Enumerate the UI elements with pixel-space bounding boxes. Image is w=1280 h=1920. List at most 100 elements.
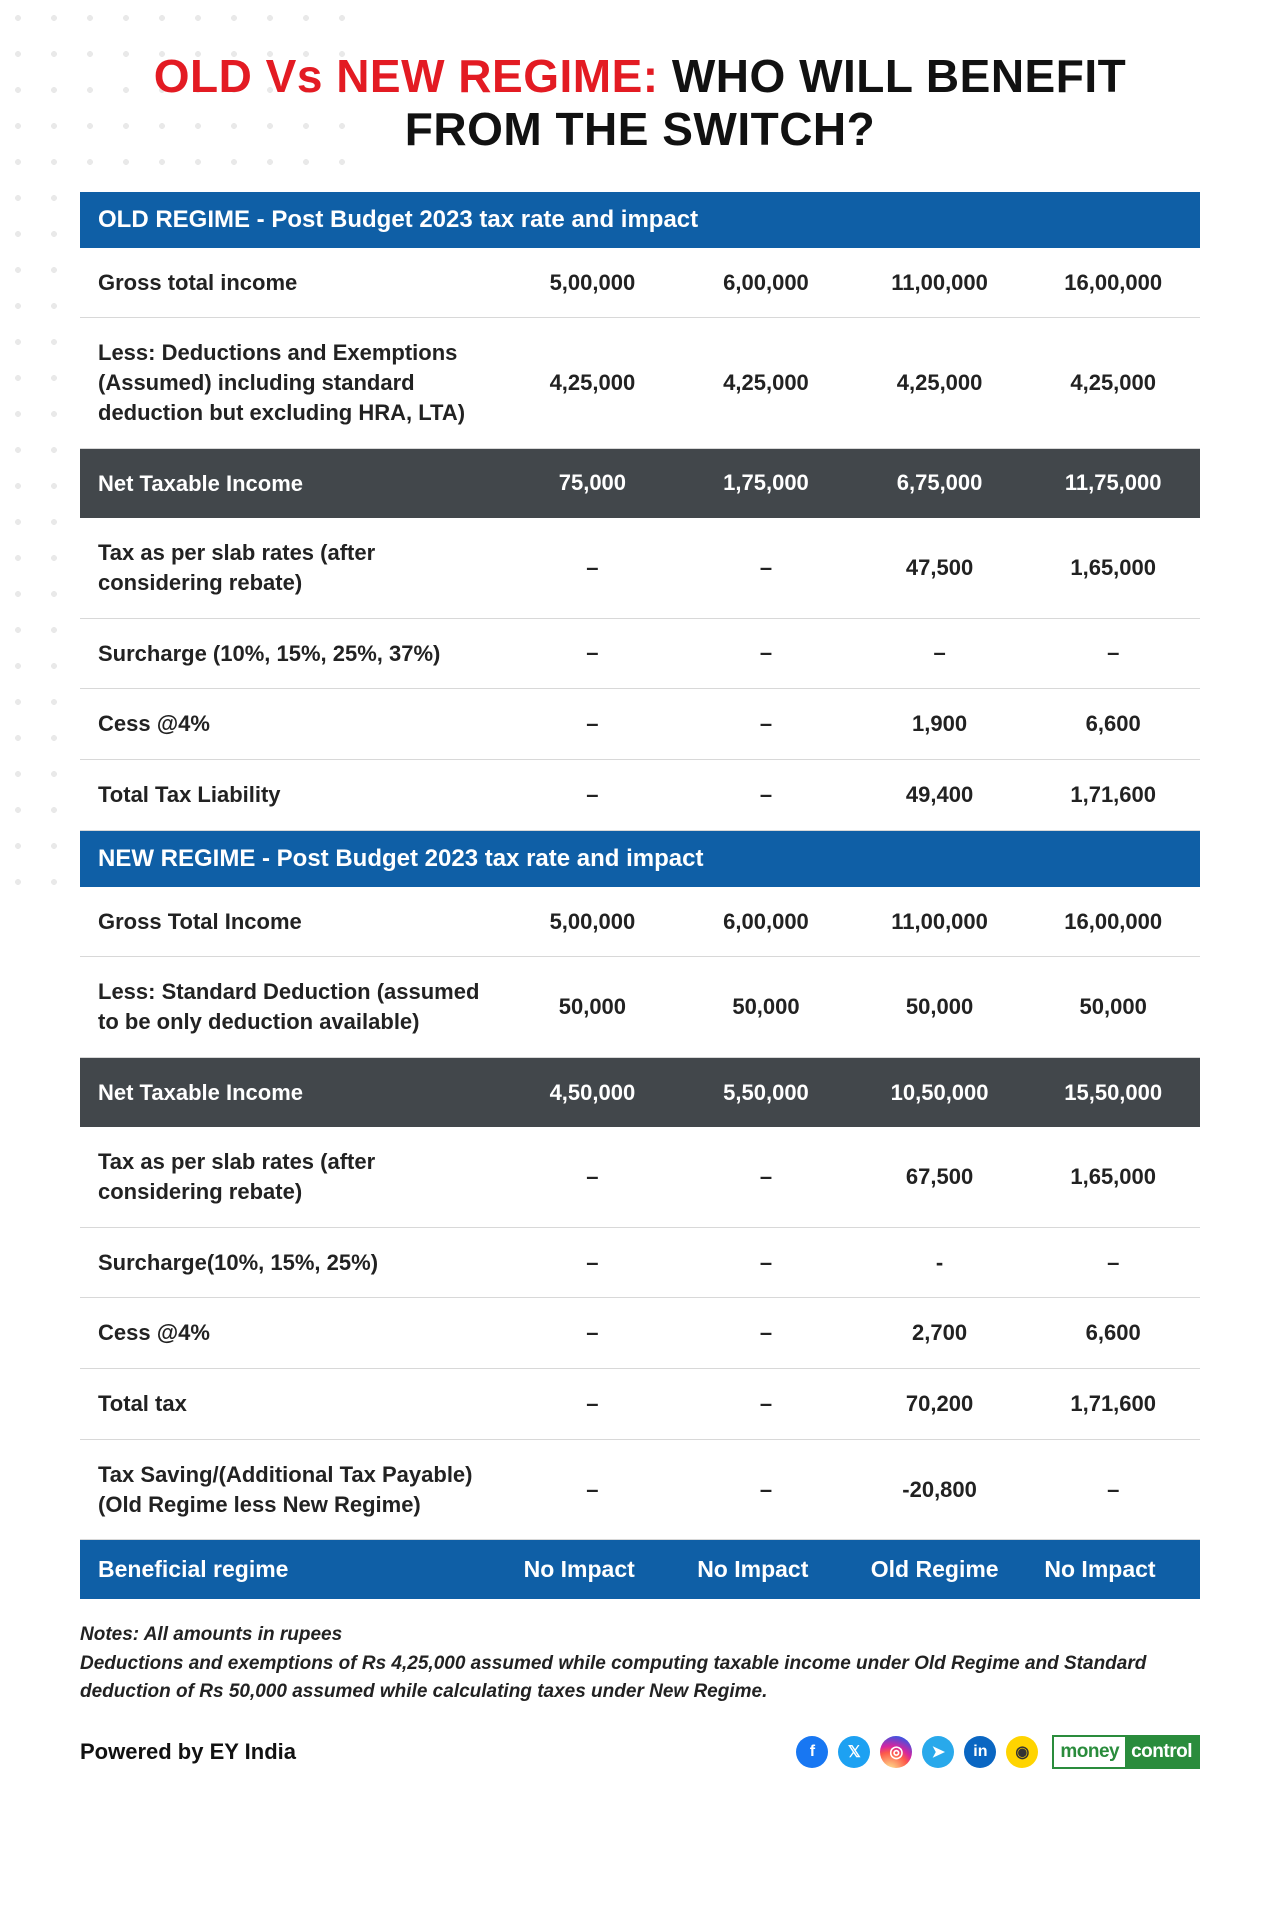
- row-value: –: [1026, 1227, 1200, 1298]
- row-value: –: [506, 1369, 680, 1440]
- new-regime-header: NEW REGIME - Post Budget 2023 tax rate a…: [80, 830, 1200, 887]
- table-row: Surcharge(10%, 15%, 25%)––-–: [80, 1227, 1200, 1298]
- table-row: Net Taxable Income4,50,0005,50,00010,50,…: [80, 1057, 1200, 1127]
- row-label: Cess @4%: [80, 1298, 506, 1369]
- row-value: 50,000: [853, 957, 1027, 1057]
- row-value: 1,65,000: [1026, 518, 1200, 618]
- row-value: 16,00,000: [1026, 887, 1200, 957]
- row-value: –: [506, 1298, 680, 1369]
- beneficial-value: No Impact: [679, 1540, 853, 1600]
- row-value: 15,50,000: [1026, 1057, 1200, 1127]
- row-value: 5,00,000: [506, 248, 680, 318]
- row-value: 50,000: [506, 957, 680, 1057]
- beneficial-value: Old Regime: [853, 1540, 1027, 1600]
- row-label: Surcharge(10%, 15%, 25%): [80, 1227, 506, 1298]
- row-value: 6,00,000: [679, 248, 853, 318]
- row-value: 67,500: [853, 1127, 1027, 1227]
- row-value: –: [679, 1439, 853, 1539]
- row-value: –: [853, 618, 1027, 689]
- social-icons: f𝕏 ◎ ➤ in ◉: [796, 1736, 1038, 1768]
- table-row: Gross total income5,00,0006,00,00011,00,…: [80, 248, 1200, 318]
- row-value: –: [679, 1227, 853, 1298]
- telegram-icon[interactable]: ➤: [922, 1736, 954, 1768]
- footer: Powered by EY India f𝕏◎➤in◉ money contro…: [80, 1735, 1200, 1769]
- row-value: 1,71,600: [1026, 759, 1200, 830]
- row-value: 49,400: [853, 759, 1027, 830]
- row-label: Total Tax Liability: [80, 759, 506, 830]
- row-value: 1,71,600: [1026, 1369, 1200, 1440]
- row-label: Gross Total Income: [80, 887, 506, 957]
- row-value: –: [679, 1298, 853, 1369]
- beneficial-value: No Impact: [506, 1540, 680, 1600]
- brand-logo: money control: [1052, 1735, 1200, 1769]
- row-label: Tax as per slab rates (after considering…: [80, 518, 506, 618]
- row-label: Gross total income: [80, 248, 506, 318]
- beneficial-label: Beneficial regime: [80, 1540, 506, 1600]
- row-value: 6,600: [1026, 689, 1200, 760]
- row-value: –: [506, 618, 680, 689]
- row-value: 11,75,000: [1026, 448, 1200, 518]
- row-value: –: [679, 1127, 853, 1227]
- table-row: Gross Total Income5,00,0006,00,00011,00,…: [80, 887, 1200, 957]
- row-value: –: [506, 759, 680, 830]
- table-row: Tax as per slab rates (after considering…: [80, 1127, 1200, 1227]
- row-value: 50,000: [679, 957, 853, 1057]
- facebook-icon[interactable]: f: [796, 1736, 828, 1768]
- title-highlight: OLD Vs NEW REGIME:: [154, 50, 659, 102]
- row-value: 4,25,000: [1026, 318, 1200, 448]
- row-value: –: [506, 689, 680, 760]
- row-value: –: [506, 1227, 680, 1298]
- row-label: Net Taxable Income: [80, 1057, 506, 1127]
- row-value: 5,00,000: [506, 887, 680, 957]
- row-label: Tax Saving/(Additional Tax Payable) (Old…: [80, 1439, 506, 1539]
- koo-icon[interactable]: ◉: [1006, 1736, 1038, 1768]
- table-row: Less: Standard Deduction (assumed to be …: [80, 957, 1200, 1057]
- linkedin-icon[interactable]: in: [964, 1736, 996, 1768]
- row-value: 6,00,000: [679, 887, 853, 957]
- row-label: Cess @4%: [80, 689, 506, 760]
- row-value: -: [853, 1227, 1027, 1298]
- row-label: Less: Standard Deduction (assumed to be …: [80, 957, 506, 1057]
- row-value: 10,50,000: [853, 1057, 1027, 1127]
- notes-line-1: Notes: All amounts in rupees: [80, 1621, 1200, 1650]
- row-label: Total tax: [80, 1369, 506, 1440]
- twitter-icon[interactable]: 𝕏: [838, 1736, 870, 1768]
- table-row: Surcharge (10%, 15%, 25%, 37%)––––: [80, 618, 1200, 689]
- row-value: –: [679, 759, 853, 830]
- row-value: 11,00,000: [853, 887, 1027, 957]
- row-value: 4,50,000: [506, 1057, 680, 1127]
- row-value: 1,65,000: [1026, 1127, 1200, 1227]
- row-value: 1,900: [853, 689, 1027, 760]
- row-label: Surcharge (10%, 15%, 25%, 37%): [80, 618, 506, 689]
- row-value: –: [506, 1127, 680, 1227]
- table-row: Total tax––70,2001,71,600: [80, 1369, 1200, 1440]
- table-row: Tax as per slab rates (after considering…: [80, 518, 1200, 618]
- row-value: 4,25,000: [506, 318, 680, 448]
- row-value: 1,75,000: [679, 448, 853, 518]
- row-value: 6,75,000: [853, 448, 1027, 518]
- table-row: Cess @4%––1,9006,600: [80, 689, 1200, 760]
- row-value: –: [506, 518, 680, 618]
- row-value: 6,600: [1026, 1298, 1200, 1369]
- row-value: –: [1026, 1439, 1200, 1539]
- row-value: –: [506, 1439, 680, 1539]
- row-value: 11,00,000: [853, 248, 1027, 318]
- beneficial-value: No Impact: [1026, 1540, 1200, 1600]
- instagram-icon[interactable]: ◎: [880, 1736, 912, 1768]
- brand-part-1: money: [1054, 1737, 1125, 1767]
- row-value: –: [679, 689, 853, 760]
- row-value: –: [679, 518, 853, 618]
- brand-part-2: control: [1125, 1737, 1198, 1767]
- row-value: 5,50,000: [679, 1057, 853, 1127]
- table-row: Total Tax Liability––49,4001,71,600: [80, 759, 1200, 830]
- table-row: Less: Deductions and Exemptions (Assumed…: [80, 318, 1200, 448]
- row-value: 2,700: [853, 1298, 1027, 1369]
- row-label: Less: Deductions and Exemptions (Assumed…: [80, 318, 506, 448]
- row-value: 4,25,000: [853, 318, 1027, 448]
- row-label: Net Taxable Income: [80, 448, 506, 518]
- row-value: 75,000: [506, 448, 680, 518]
- row-value: -20,800: [853, 1439, 1027, 1539]
- notes-block: Notes: All amounts in rupees Deductions …: [80, 1621, 1200, 1707]
- table-row: Tax Saving/(Additional Tax Payable) (Old…: [80, 1439, 1200, 1539]
- table-row: Net Taxable Income75,0001,75,0006,75,000…: [80, 448, 1200, 518]
